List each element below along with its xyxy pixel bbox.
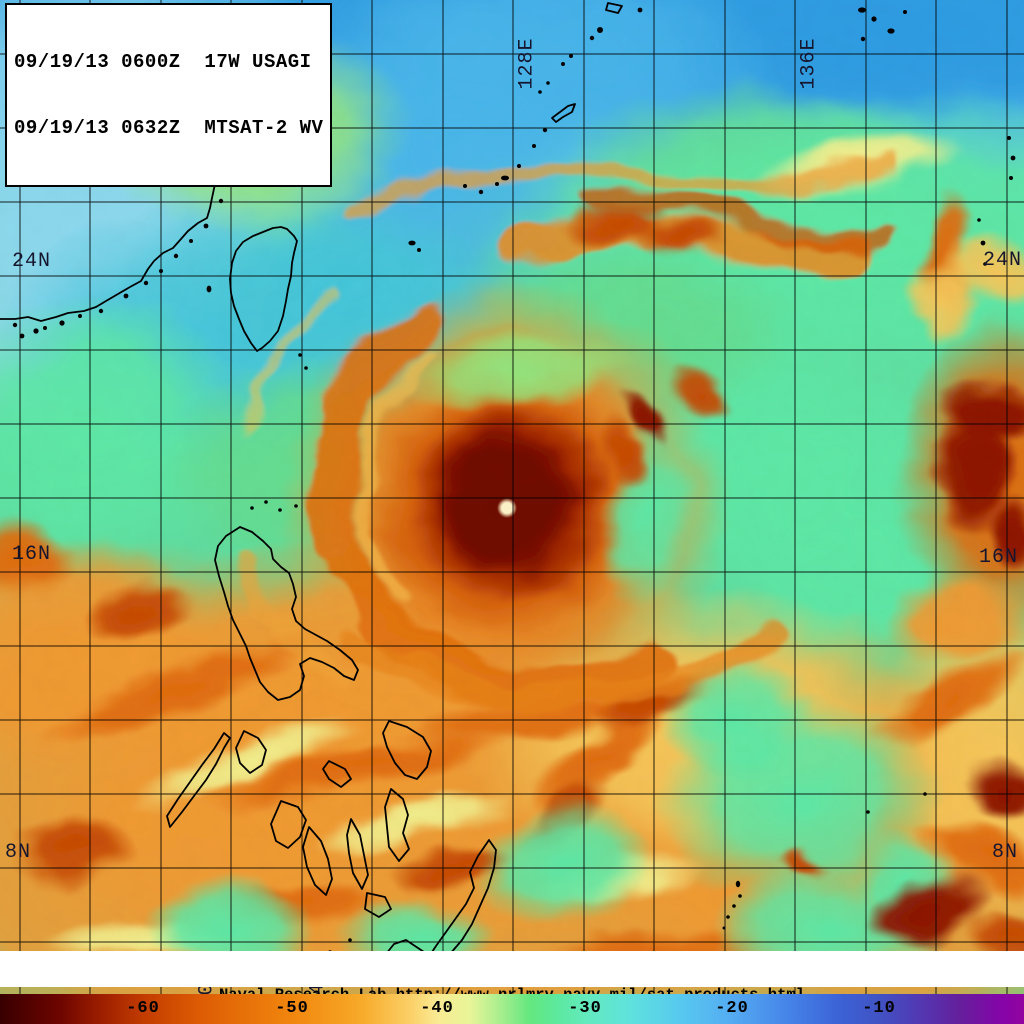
header-sensor-line: 09/19/13 0632Z MTSAT-2 WV [14, 117, 324, 139]
colorbar-tick: -30 [568, 999, 602, 1018]
colorbar-tick: -20 [715, 999, 749, 1018]
colorbar-tick: -10 [862, 999, 896, 1018]
lon-label-128e: 128E [515, 37, 539, 90]
product-header-box: 09/19/13 0600Z 17W USAGI 09/19/13 0632Z … [5, 3, 333, 187]
caption-band: Naval Research Lab http://www.nrlmry.nav… [0, 951, 1024, 1004]
lat-label-24n-left: 24N [12, 250, 52, 273]
lat-label-16n-right: 16N [979, 546, 1019, 569]
okinawa-coastline [551, 103, 576, 123]
lat-label-24n-right: 24N [983, 249, 1023, 272]
colorbar-tick: -40 [420, 999, 454, 1018]
taiwan-coastline [229, 226, 298, 352]
luzon-coastline [214, 526, 359, 701]
colorbar-tick: -50 [275, 999, 309, 1018]
lon-label-136e: 136E [797, 37, 821, 90]
palawan-coastline [166, 732, 231, 828]
lat-label-8n-right: 8N [992, 841, 1019, 864]
lat-label-8n-left: 8N [5, 841, 32, 864]
header-fix-line: 09/19/13 0600Z 17W USAGI [14, 51, 312, 73]
lat-label-16n-left: 16N [12, 543, 52, 566]
colorbar-tick: -60 [126, 999, 160, 1018]
temperature-colorbar: -60 -50 -40 -30 -20 -10 [0, 994, 1024, 1024]
samar-coastline [382, 720, 432, 780]
